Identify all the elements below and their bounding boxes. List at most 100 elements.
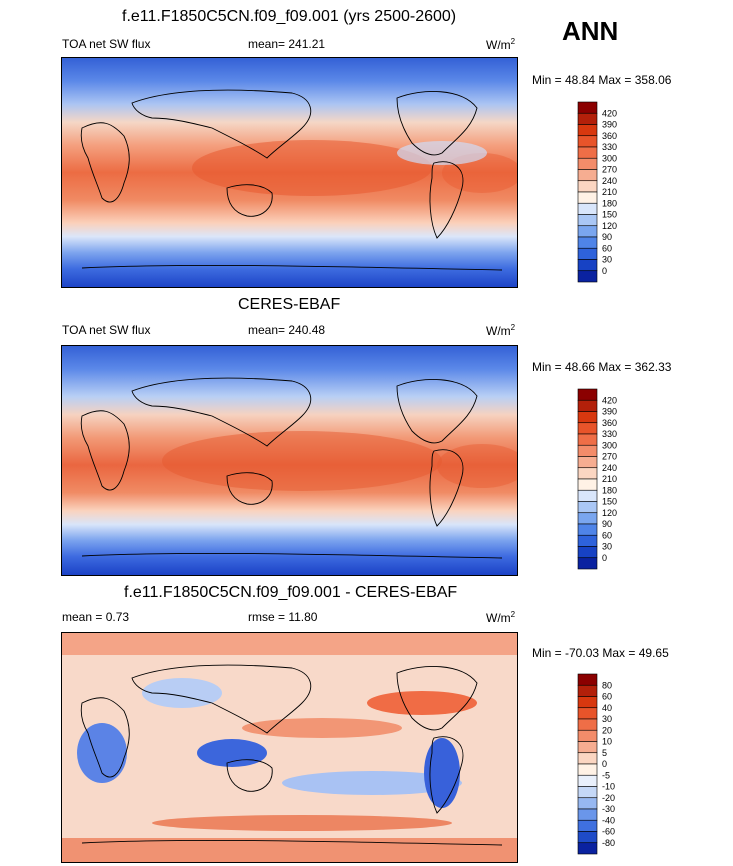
colorbar-label: 90: [602, 519, 612, 529]
colorbar-swatch: [577, 236, 598, 249]
colorbar-swatch: [577, 112, 598, 125]
colorbar-label: 20: [602, 725, 612, 735]
colorbar-swatch: [577, 399, 598, 412]
colorbar-label: 30: [602, 255, 612, 265]
colorbar-label: 330: [602, 142, 617, 152]
panel-3-minmax: Min = -70.03 Max = 49.65: [532, 646, 669, 660]
panel-3-maritime-neg: [197, 739, 267, 767]
colorbar-label: 90: [602, 232, 612, 242]
panel-1-minmax: Min = 48.84 Max = 358.06: [532, 73, 672, 87]
colorbar-swatch: [577, 124, 598, 137]
colorbar-label: 390: [602, 407, 617, 417]
colorbar-label: 360: [602, 131, 617, 141]
colorbar-swatch: [577, 729, 598, 742]
colorbar-swatch: [577, 214, 598, 227]
colorbar-swatch: [577, 808, 598, 821]
colorbar-swatch: [577, 478, 598, 491]
colorbar-swatch: [577, 707, 598, 720]
panel-3-africa-neg: [77, 723, 127, 783]
colorbar-label: 360: [602, 418, 617, 428]
colorbar-label: 0: [602, 266, 607, 276]
colorbar-label: 420: [602, 395, 617, 405]
colorbar-swatch: [577, 456, 598, 469]
colorbar-label: -10: [602, 782, 615, 792]
colorbar-label: 0: [602, 553, 607, 563]
panel-2-title: CERES-EBAF: [238, 296, 341, 313]
colorbar-swatch: [577, 534, 598, 547]
colorbar-label: -60: [602, 827, 615, 837]
colorbar-swatch: [577, 557, 598, 570]
colorbar-swatch: [577, 819, 598, 832]
panel-1-map-svg: [62, 58, 517, 287]
colorbar-label: 5: [602, 748, 607, 758]
colorbar-label: 210: [602, 187, 617, 197]
colorbar-swatch: [577, 433, 598, 446]
colorbar-swatch: [577, 444, 598, 457]
panel-3-units: W/m2: [486, 610, 516, 625]
colorbar-label: 30: [602, 542, 612, 552]
panel-2-map-svg: [62, 346, 517, 575]
colorbar-swatch: [577, 673, 598, 686]
panel-1-units: W/m2: [486, 37, 516, 52]
colorbar-swatch: [577, 169, 598, 182]
colorbar-label: 60: [602, 243, 612, 253]
colorbar-label: 120: [602, 508, 617, 518]
colorbar-label: 150: [602, 210, 617, 220]
panel-1-coastlines: [80, 89, 503, 271]
colorbar-swatch: [577, 774, 598, 787]
panel-3-coastlines: [80, 664, 503, 846]
colorbar-swatch: [577, 696, 598, 709]
colorbar-label: 10: [602, 737, 612, 747]
colorbar-swatch: [577, 411, 598, 424]
panel-3-map: [61, 632, 518, 863]
colorbar-label: -80: [602, 838, 615, 848]
panel-2-units: W/m2: [486, 323, 516, 338]
colorbar-swatch: [577, 523, 598, 536]
colorbar-label: 60: [602, 692, 612, 702]
panel-3-south-band: [62, 838, 517, 862]
colorbar-label: 330: [602, 429, 617, 439]
panel-3-title: f.e11.F1850C5CN.f09_f09.001 - CERES-EBAF: [124, 584, 458, 601]
colorbar-swatch: [577, 763, 598, 776]
panel-2-warm-pool: [162, 431, 442, 491]
panel-3-mean: mean = 0.73: [62, 610, 130, 624]
panel-1-warm-pool: [192, 140, 432, 196]
panel-3-north-band: [62, 633, 517, 655]
colorbar-label: 60: [602, 530, 612, 540]
colorbar-label: 0: [602, 759, 607, 769]
colorbar-swatch: [577, 191, 598, 204]
colorbar-swatch: [577, 684, 598, 697]
panel-3-map-svg: [62, 633, 517, 862]
colorbar-swatch: [577, 180, 598, 193]
panel-3-andes-neg: [424, 738, 460, 808]
panel-1-mean: mean= 241.21: [248, 37, 326, 51]
season-label: ANN: [562, 16, 619, 46]
colorbar-label: 40: [602, 703, 612, 713]
panel-1-left-label: TOA net SW flux: [62, 37, 151, 51]
colorbar-label: 180: [602, 485, 617, 495]
colorbar-swatch: [577, 270, 598, 283]
colorbar-label: 300: [602, 440, 617, 450]
colorbar-swatch: [577, 842, 598, 855]
colorbar-swatch: [577, 202, 598, 215]
colorbar-label: -30: [602, 804, 615, 814]
colorbar-label: 240: [602, 176, 617, 186]
panel-2-coastlines: [80, 377, 503, 559]
colorbar-swatch: [577, 259, 598, 272]
panel-3-spcz-neg: [282, 771, 462, 795]
colorbar-swatch: [577, 752, 598, 765]
colorbar-swatch: [577, 101, 598, 114]
colorbar-swatch: [577, 467, 598, 480]
panel-3-southern-ocean-pos: [152, 815, 452, 831]
panel-2-minmax: Min = 48.66 Max = 362.33: [532, 360, 672, 374]
colorbar-swatch: [577, 718, 598, 731]
colorbar-swatch: [577, 225, 598, 238]
colorbar-swatch: [577, 157, 598, 170]
panel-1-title: f.e11.F1850C5CN.f09_f09.001 (yrs 2500-26…: [122, 8, 457, 25]
colorbar-label: -20: [602, 793, 615, 803]
colorbar-label: 420: [602, 108, 617, 118]
colorbar-swatch: [577, 489, 598, 502]
colorbar-label: 180: [602, 198, 617, 208]
panel-2-mean: mean= 240.48: [248, 323, 326, 337]
